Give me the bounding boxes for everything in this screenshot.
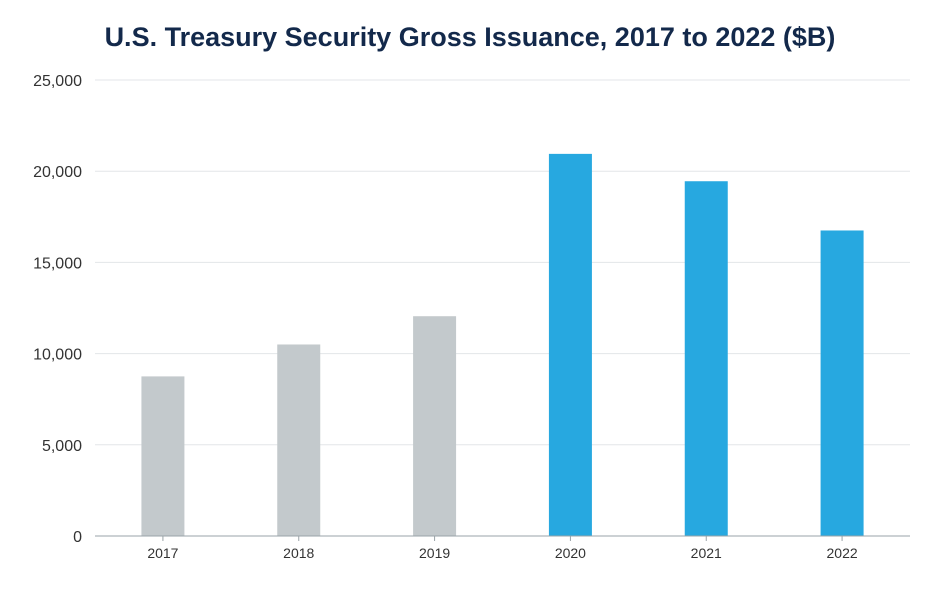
x-tick-label: 2018: [283, 545, 314, 561]
chart-title: U.S. Treasury Security Gross Issuance, 2…: [104, 22, 836, 52]
y-tick-label: 15,000: [33, 255, 82, 272]
bar-2019: [413, 316, 457, 536]
x-tick-label: 2020: [555, 545, 586, 561]
bar-2017: [141, 376, 185, 536]
bar-2020: [548, 153, 592, 536]
x-tick-label: 2022: [827, 545, 858, 561]
x-tick-label: 2019: [419, 545, 450, 561]
x-tick-label: 2017: [147, 545, 178, 561]
bar-2022: [820, 230, 864, 537]
y-tick-label: 0: [73, 529, 82, 546]
bar-2018: [277, 344, 321, 536]
axes: 0 5,000 10,000 15,000 20,000 25,000 2017 2018 20…: [33, 73, 910, 561]
x-tick-label: 2021: [691, 545, 722, 561]
bars: [141, 153, 864, 537]
bar-2021: [684, 181, 728, 536]
y-tick-label: 5,000: [42, 438, 82, 455]
y-tick-label: 20,000: [33, 164, 82, 181]
gridlines: [95, 79, 910, 446]
y-tick-label: 10,000: [33, 347, 82, 364]
y-tick-label: 25,000: [33, 73, 82, 90]
